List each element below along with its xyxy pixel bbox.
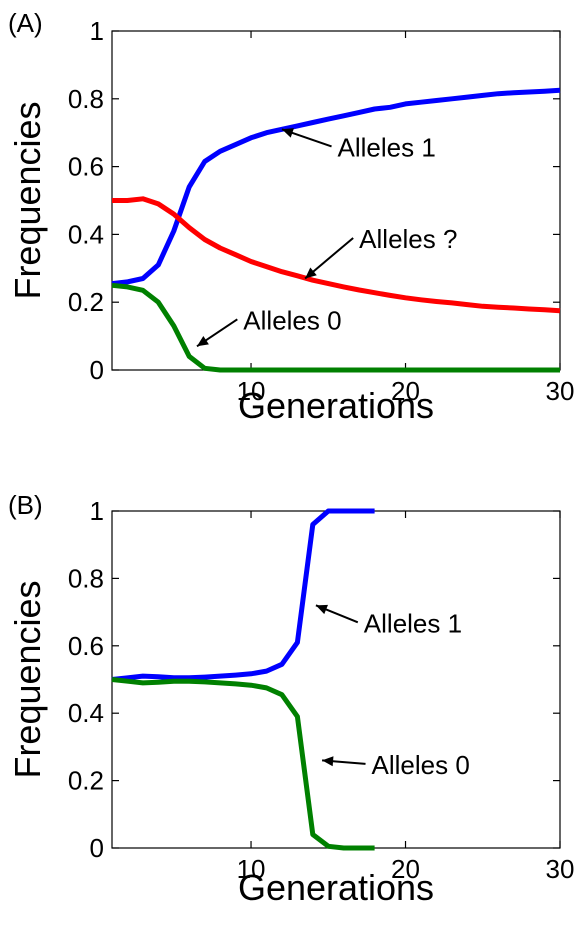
y-tick-label: 0 xyxy=(90,833,104,863)
series-line-alleles-0 xyxy=(111,282,560,373)
series-line-alleles-1 xyxy=(111,87,561,287)
annotation-label: Alleles 1 xyxy=(364,608,462,638)
y-tick-label: 0.2 xyxy=(68,766,104,796)
y-tick-label: 0.8 xyxy=(68,563,104,593)
annotation-arrowhead xyxy=(196,336,209,347)
annotation-arrowhead xyxy=(315,604,328,615)
annotation-arrowhead xyxy=(322,756,334,767)
y-tick-label: 0.4 xyxy=(68,698,104,728)
chart-panel-a: (A) 0 0.2 0.4 0.6 0.8 1 10 20 30 Generations Freque… xyxy=(7,8,574,426)
series-line-alleles xyxy=(112,196,561,314)
series-line-alleles-0 xyxy=(111,677,375,851)
chart-panel-b: (B) 0 0.2 0.4 0.6 0.8 1 10 20 30 Generations Freque… xyxy=(7,490,574,908)
y-tick-label: 1 xyxy=(90,496,104,526)
y-tick-label: 0.2 xyxy=(68,287,104,317)
panel-label: (A) xyxy=(8,8,43,38)
x-tick-label: 20 xyxy=(391,376,420,406)
x-tick-label: 10 xyxy=(237,376,266,406)
series-line-alleles-1 xyxy=(111,508,375,682)
annotation-label: Alleles 0 xyxy=(243,305,341,335)
y-tick-label: 0.6 xyxy=(68,152,104,182)
x-tick-label: 30 xyxy=(546,854,575,884)
y-tick-label: 1 xyxy=(90,16,104,46)
x-axis-label: Generations xyxy=(238,385,434,426)
y-tick-label: 0 xyxy=(90,355,104,385)
y-tick-label: 0.8 xyxy=(68,84,104,114)
annotation-label: Alleles ? xyxy=(359,224,457,254)
annotation-arrowhead xyxy=(281,128,294,138)
y-tick-label: 0.4 xyxy=(68,219,104,249)
annotation-label: Alleles 1 xyxy=(338,132,436,162)
annotation-arrowhead xyxy=(305,267,317,279)
x-tick-label: 20 xyxy=(391,854,420,884)
y-axis-label: Frequencies xyxy=(7,101,48,299)
y-tick-label: 0.6 xyxy=(68,631,104,661)
panel-label: (B) xyxy=(8,490,43,520)
annotation-label: Alleles 0 xyxy=(372,750,470,780)
x-tick-label: 30 xyxy=(546,376,575,406)
x-axis-label: Generations xyxy=(238,867,434,908)
y-axis-label: Frequencies xyxy=(7,580,48,778)
x-tick-label: 10 xyxy=(237,854,266,884)
